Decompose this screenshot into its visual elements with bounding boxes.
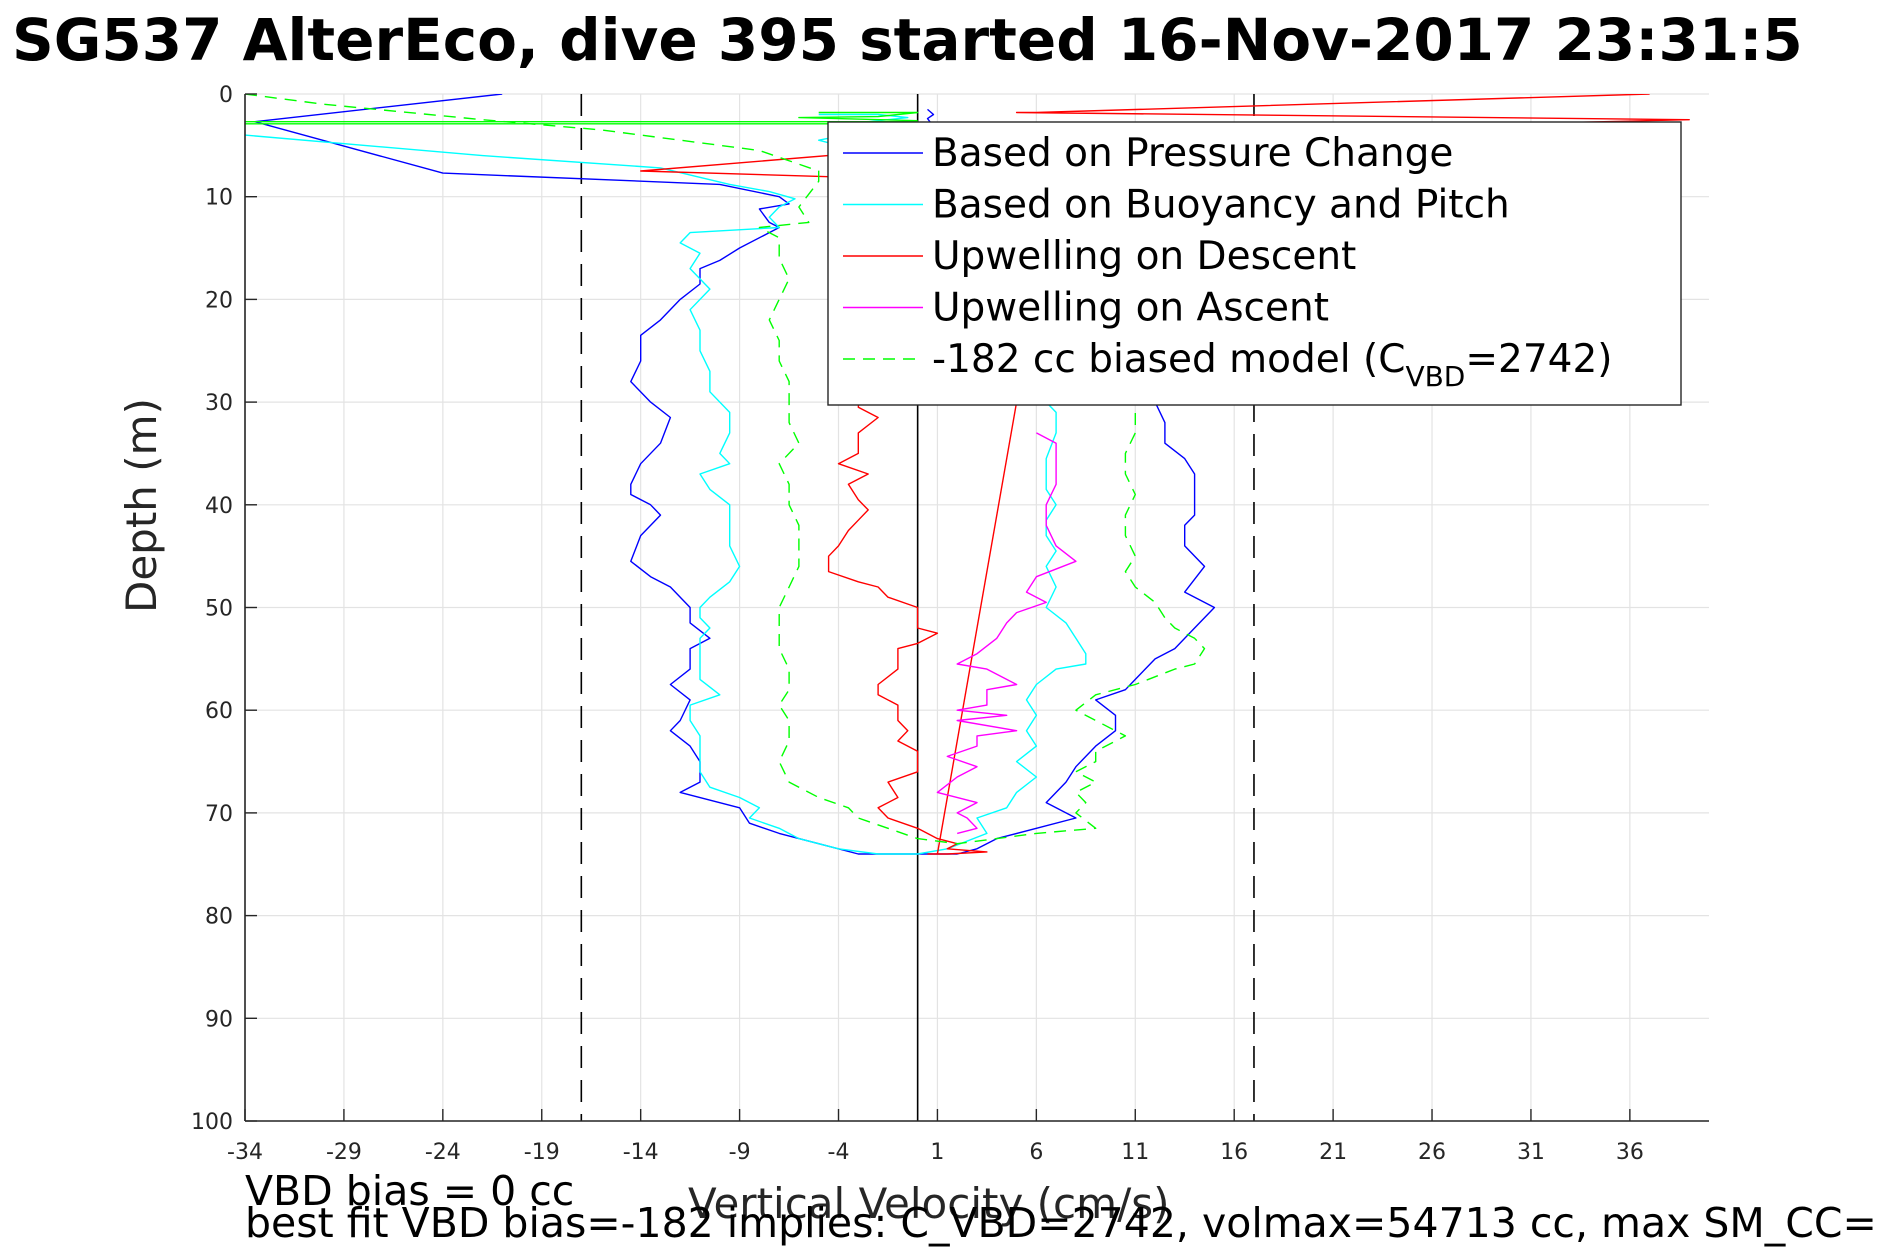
- x-tick-label: -24: [425, 1140, 461, 1165]
- y-tick-labels: 0 10 20 30 40 50 60 70 80 90 100: [191, 83, 233, 1135]
- x-tick-label: -9: [729, 1140, 751, 1165]
- x-axis-label: Vertical Velocity (cm/s): [688, 1179, 1169, 1228]
- y-tick-label: 90: [205, 1007, 233, 1032]
- legend-box: [827, 121, 1682, 406]
- x-tick-label: 6: [1029, 1140, 1043, 1165]
- best-fit-note: best fit VBD bias=-182 implies: C_VBD=27…: [245, 1199, 1877, 1247]
- legend-label-tail: =2742): [1465, 337, 1612, 382]
- series-line-2: [245, 134, 1087, 855]
- x-tick-label: 21: [1319, 1140, 1347, 1165]
- y-tick-label: 80: [205, 905, 233, 930]
- y-tick-label: 50: [205, 597, 233, 622]
- y-tick-label: 30: [205, 391, 233, 416]
- x-tick-label: -29: [326, 1140, 362, 1165]
- legend-label: Upwelling on Descent: [932, 234, 1356, 279]
- y-axis-label: Depth (m): [117, 398, 166, 613]
- y-tick-label: 10: [205, 186, 233, 211]
- series-line-6: [936, 432, 1077, 835]
- legend-label: Upwelling on Ascent: [932, 286, 1329, 331]
- legend: Based on Pressure Change Based on Buoyanc…: [827, 121, 1682, 406]
- x-tick-label: 16: [1220, 1140, 1248, 1165]
- series-group: [245, 94, 1690, 855]
- x-tick-label: -4: [828, 1140, 850, 1165]
- x-tick-label: 36: [1616, 1140, 1644, 1165]
- x-tick-label: 11: [1121, 1140, 1149, 1165]
- y-tick-label: 60: [205, 699, 233, 724]
- axes-frame: [244, 93, 1709, 1122]
- series-line-5: [936, 401, 1018, 855]
- series-line-1: [926, 108, 935, 125]
- chart-title: SG537 AlterEco, dive 395 started 16-Nov-…: [12, 6, 1803, 74]
- x-tick-label: 1: [930, 1140, 944, 1165]
- x-tick-label: 26: [1418, 1140, 1446, 1165]
- series-line-7: [245, 94, 1206, 845]
- vbd-bias-note: VBD bias = 0 cc: [245, 1167, 574, 1215]
- legend-label: Based on Pressure Change: [932, 131, 1453, 176]
- y-tick-label: 70: [205, 802, 233, 827]
- y-tick-label: 100: [191, 1110, 233, 1135]
- legend-label: Based on Buoyancy and Pitch: [932, 183, 1510, 228]
- y-tick-label: 40: [205, 494, 233, 519]
- y-tick-label: 20: [205, 288, 233, 313]
- x-tick-label: -14: [623, 1140, 659, 1165]
- x-tick-label: -19: [524, 1140, 560, 1165]
- series-line-9: [798, 111, 919, 122]
- x-tick-labels: -34 -29 -24 -19 -14 -9 -4 1 6 11 16 21 26 31 36: [227, 1140, 1644, 1165]
- y-tick-label: 0: [219, 83, 233, 108]
- x-tick-label: 31: [1517, 1140, 1545, 1165]
- series-line-0: [254, 94, 1216, 855]
- x-tick-label: -34: [227, 1140, 263, 1165]
- series-clip: [245, 94, 1690, 855]
- legend-subscript: VBD: [1405, 360, 1465, 393]
